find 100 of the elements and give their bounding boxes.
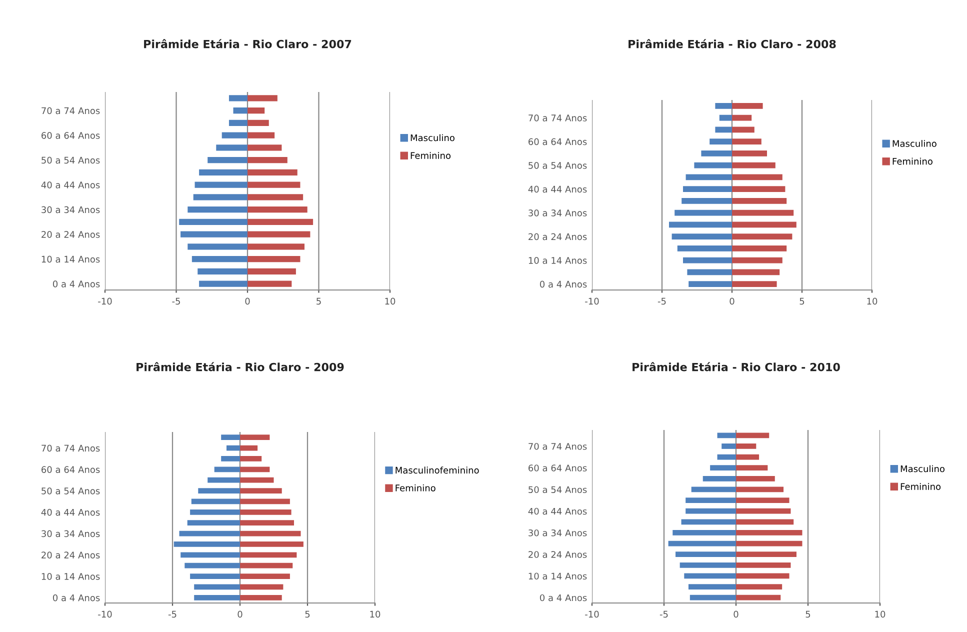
chart-title: Pirâmide Etária - Rio Claro - 2007	[144, 39, 352, 48]
bar	[194, 584, 240, 590]
bar	[184, 562, 240, 568]
legend-label: Feminino	[892, 158, 932, 165]
x-tick-label: 10	[370, 610, 380, 618]
y-tick-label: 30 a 34 Anos	[42, 530, 100, 538]
bar	[672, 530, 736, 536]
bar	[180, 231, 248, 238]
bar	[248, 268, 296, 275]
bar	[732, 186, 786, 192]
bar	[736, 519, 794, 525]
y-tick-label: 70 a 74 Anos	[42, 444, 100, 452]
bar	[736, 476, 775, 482]
y-tick-label: 0 a 4 Anos	[540, 594, 587, 602]
bar	[194, 182, 248, 188]
bar	[248, 244, 304, 250]
bar	[736, 508, 791, 514]
bar	[248, 144, 282, 151]
bar	[240, 520, 294, 526]
chart-title: Pirâmide Etária - Rio Claro - 2010	[632, 362, 840, 372]
bar	[248, 95, 278, 102]
y-tick-label: 40 a 44 Anos	[41, 182, 100, 188]
bar	[248, 120, 269, 126]
bar	[240, 574, 290, 579]
bar	[683, 186, 732, 192]
bar	[732, 150, 767, 156]
bar	[248, 194, 304, 200]
bar	[732, 245, 787, 252]
bar	[732, 198, 787, 204]
bar	[715, 126, 732, 133]
bar	[240, 562, 293, 568]
bar	[717, 454, 736, 460]
bar	[240, 594, 282, 600]
bar	[688, 584, 736, 590]
bar	[248, 169, 298, 176]
bar	[191, 498, 240, 504]
y-tick-label: 50 a 54 Anos	[42, 488, 100, 494]
bar	[736, 486, 784, 492]
bar	[240, 445, 258, 451]
y-tick-label: 10 a 14 Anos	[528, 257, 587, 264]
bar	[199, 280, 248, 287]
bar	[221, 456, 240, 462]
bar	[199, 169, 248, 176]
y-tick-label: 70 a 74 Anos	[528, 114, 587, 122]
y-tick-label: 40 a 44 Anos	[41, 508, 100, 516]
bar	[248, 256, 300, 262]
bar	[732, 126, 754, 133]
bar	[174, 542, 240, 547]
x-tick-label: -5	[660, 610, 668, 618]
x-tick-label: 0	[734, 610, 738, 618]
y-tick-label: 0 a 4 Anos	[52, 280, 100, 288]
x-tick-label: -10	[98, 298, 112, 305]
bar	[216, 144, 248, 151]
bar	[732, 281, 777, 288]
bar	[248, 156, 288, 164]
bar	[233, 107, 248, 114]
bar	[222, 132, 248, 138]
bar	[732, 174, 782, 180]
bar	[732, 222, 796, 228]
bar	[736, 540, 802, 546]
x-tick-label: 5	[305, 610, 310, 618]
bar	[226, 445, 240, 451]
x-tick-label: 5	[800, 298, 804, 305]
y-tick-label: 70 a 74 Anos	[42, 107, 100, 114]
legend-label: Masculinofeminino	[396, 466, 479, 474]
y-tick-label: 20 a 24 Anos	[528, 551, 587, 558]
bar	[694, 162, 732, 168]
bar	[240, 466, 270, 472]
bar	[736, 432, 770, 438]
y-tick-label: 60 a 64 Anos	[42, 132, 100, 139]
bar	[240, 509, 292, 515]
bar	[732, 269, 780, 276]
bar	[677, 245, 732, 252]
y-tick-label: 0 a 4 Anos	[52, 594, 100, 602]
x-tick-label: 0	[238, 610, 242, 618]
y-tick-label: 50 a 54 Anos	[528, 162, 587, 169]
bar	[188, 206, 248, 213]
bar	[674, 210, 732, 216]
bar	[194, 594, 240, 600]
bar	[669, 222, 732, 228]
bar	[710, 465, 736, 471]
bar	[715, 102, 732, 109]
bar	[672, 234, 732, 240]
bar	[732, 102, 763, 109]
bar	[240, 488, 282, 494]
bar	[248, 218, 314, 226]
legend-label: Masculino	[410, 134, 454, 142]
bar	[187, 520, 240, 526]
bar	[228, 95, 248, 102]
bar	[686, 508, 736, 514]
bar	[221, 434, 240, 440]
bar	[736, 530, 802, 536]
bar	[248, 206, 308, 213]
bar	[719, 114, 732, 121]
x-tick-label: 10	[867, 298, 878, 305]
y-tick-label: 10 a 14 Anos	[528, 572, 587, 580]
bar	[736, 498, 790, 503]
bar	[736, 454, 760, 460]
y-tick-label: 0 a 4 Anos	[540, 280, 587, 288]
bar	[248, 107, 265, 114]
